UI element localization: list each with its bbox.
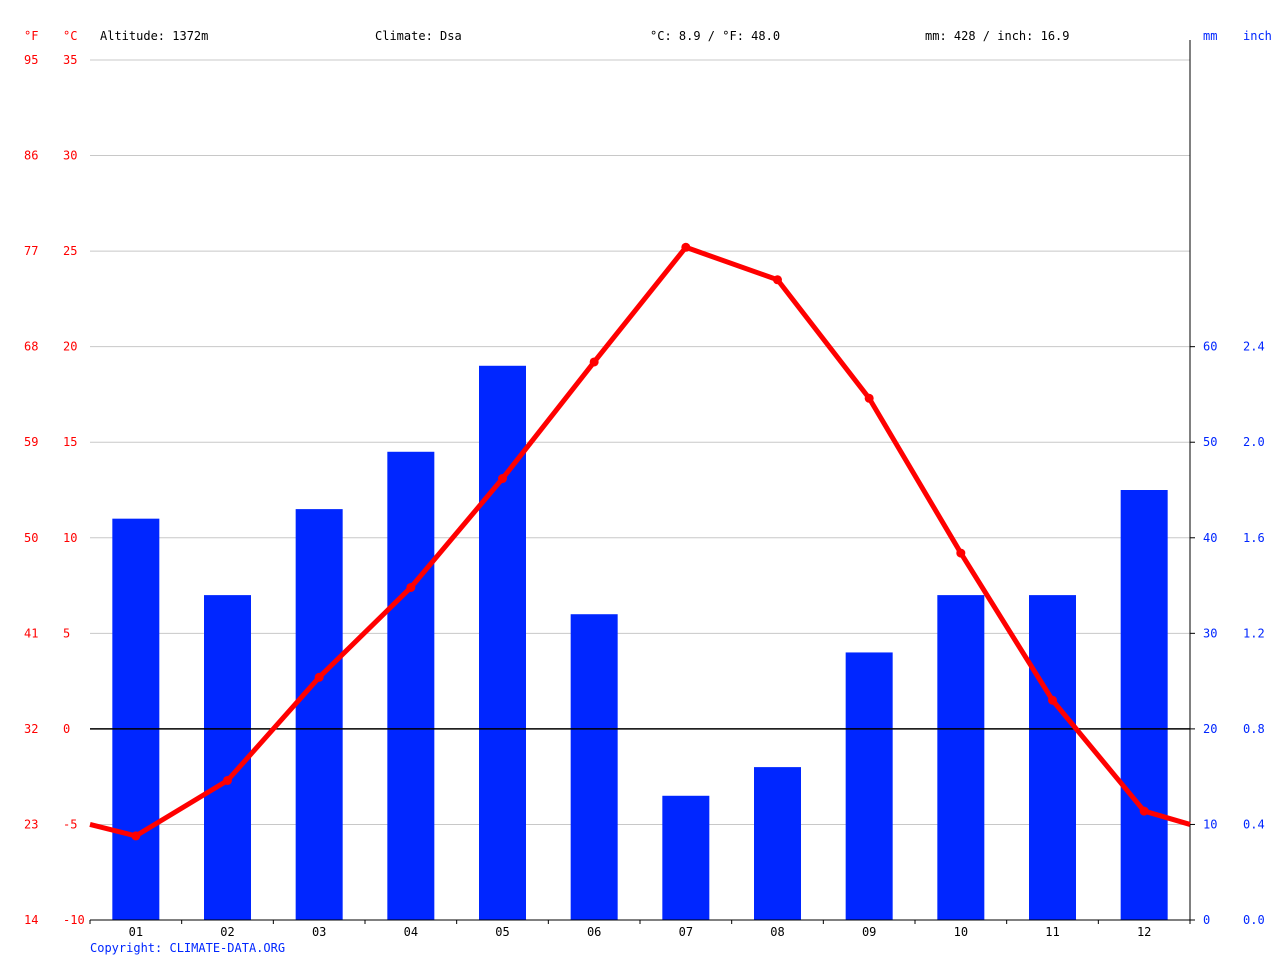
temperature-point xyxy=(956,548,966,558)
inch-tick-label: 1.6 xyxy=(1243,531,1265,545)
mm-tick-label: 60 xyxy=(1203,340,1217,354)
temperature-line-path xyxy=(89,244,1191,839)
precipitation-bars xyxy=(112,365,1168,920)
inch-unit-label: inch xyxy=(1243,29,1272,43)
fahrenheit-tick-label: 23 xyxy=(24,817,38,831)
precipitation-bar xyxy=(1120,490,1168,920)
mm-tick-label: 20 xyxy=(1203,722,1217,736)
inch-tick-label: 2.4 xyxy=(1243,340,1265,354)
inch-tick-label: 0.0 xyxy=(1243,913,1265,927)
celsius-tick-label: 25 xyxy=(63,244,77,258)
precipitation-bar xyxy=(937,595,985,920)
mm-tick-label: 40 xyxy=(1203,531,1217,545)
mm-tick-label: 10 xyxy=(1203,817,1217,831)
month-label: 07 xyxy=(679,925,693,939)
precipitation-bar xyxy=(1029,595,1076,920)
month-label: 08 xyxy=(770,925,784,939)
month-label: 01 xyxy=(129,925,143,939)
celsius-tick-label: 35 xyxy=(63,53,77,67)
precipitation-bar xyxy=(295,509,343,920)
fahrenheit-tick-label: 41 xyxy=(24,626,38,640)
inch-tick-label: 0.8 xyxy=(1243,722,1265,736)
climate-label: Climate: Dsa xyxy=(375,29,462,43)
month-label: 03 xyxy=(312,925,326,939)
precipitation-bar xyxy=(570,614,618,920)
month-label: 11 xyxy=(1045,925,1059,939)
precipitation-bar xyxy=(204,595,251,920)
precipitation-bar xyxy=(112,518,160,920)
month-label: 04 xyxy=(404,925,418,939)
temperature-line xyxy=(89,242,1191,841)
fahrenheit-tick-label: 59 xyxy=(24,435,38,449)
fahrenheit-tick-label: 95 xyxy=(24,53,38,67)
annual-precipitation-label: mm: 428 / inch: 16.9 xyxy=(925,29,1070,43)
precipitation-bar xyxy=(479,365,526,920)
mm-tick-label: 50 xyxy=(1203,435,1217,449)
fahrenheit-tick-label: 50 xyxy=(24,531,38,545)
month-label: 06 xyxy=(587,925,601,939)
temperature-point xyxy=(1139,806,1149,816)
celsius-tick-label: 5 xyxy=(63,626,70,640)
temperature-point xyxy=(773,275,782,285)
inch-tick-label: 2.0 xyxy=(1243,435,1265,449)
temperature-point xyxy=(314,672,324,682)
month-label: 05 xyxy=(495,925,509,939)
fahrenheit-tick-label: 86 xyxy=(24,149,38,163)
precipitation-bar xyxy=(387,451,435,920)
precipitation-bar xyxy=(662,795,710,920)
mm-unit-label: mm xyxy=(1203,29,1217,43)
temperature-point xyxy=(681,242,691,252)
fahrenheit-tick-label: 32 xyxy=(24,722,38,736)
copyright-label: Copyright: CLIMATE-DATA.ORG xyxy=(90,941,285,955)
month-label: 09 xyxy=(862,925,876,939)
tick-labels: -10 14 -5 23 0 32 5 41 10 50 15 59 20 68 25 77 30 86 35 95 0… xyxy=(24,53,1265,939)
month-label: 12 xyxy=(1137,925,1151,939)
fahrenheit-tick-label: 14 xyxy=(24,913,38,927)
temperature-point xyxy=(131,831,141,841)
fahrenheit-tick-label: 77 xyxy=(24,244,38,258)
celsius-unit-label: °C xyxy=(63,29,77,43)
temperature-point xyxy=(1048,695,1057,705)
fahrenheit-unit-label: °F xyxy=(24,29,38,43)
mm-tick-label: 0 xyxy=(1203,913,1210,927)
altitude-label: Altitude: 1372m xyxy=(100,29,208,43)
average-temperature-label: °C: 8.9 / °F: 48.0 xyxy=(650,29,780,43)
precipitation-bar xyxy=(845,652,893,920)
temperature-point xyxy=(223,775,232,785)
celsius-tick-label: -5 xyxy=(63,817,77,831)
precipitation-bar xyxy=(754,767,801,920)
grid-lines xyxy=(90,59,1190,825)
temperature-point xyxy=(589,357,599,367)
celsius-tick-label: 20 xyxy=(63,340,77,354)
inch-tick-label: 0.4 xyxy=(1243,817,1265,831)
inch-tick-label: 1.2 xyxy=(1243,626,1265,640)
fahrenheit-tick-label: 68 xyxy=(24,340,38,354)
temperature-point xyxy=(498,474,507,484)
month-label: 02 xyxy=(220,925,234,939)
celsius-tick-label: 0 xyxy=(63,722,70,736)
celsius-tick-label: 10 xyxy=(63,531,77,545)
celsius-tick-label: 15 xyxy=(63,435,77,449)
temperature-point xyxy=(864,393,874,403)
temperature-point xyxy=(406,582,416,592)
celsius-tick-label: 30 xyxy=(63,149,77,163)
mm-tick-label: 30 xyxy=(1203,626,1217,640)
celsius-tick-label: -10 xyxy=(63,913,85,927)
month-label: 10 xyxy=(954,925,968,939)
